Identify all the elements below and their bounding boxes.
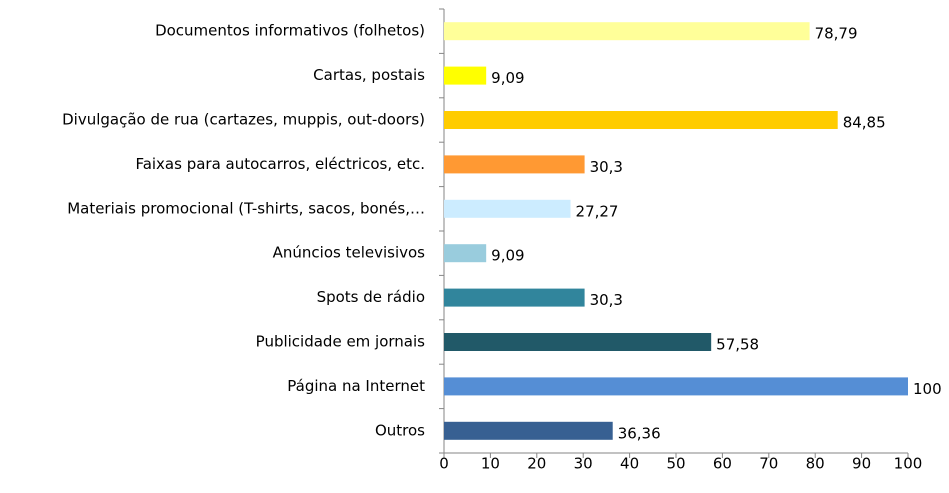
- value-label: 9,09: [491, 69, 524, 87]
- y-tick-label: Publicidade em jornais: [256, 333, 426, 351]
- value-label: 30,3: [590, 158, 623, 176]
- bar: [444, 199, 571, 218]
- value-label: 36,36: [618, 424, 661, 442]
- bar: [444, 333, 712, 351]
- bar: [444, 66, 487, 85]
- x-tick-label: 30: [574, 455, 593, 473]
- bar: [444, 155, 585, 174]
- value-label: 84,85: [843, 114, 886, 132]
- bar: [444, 244, 487, 263]
- value-label: 9,09: [491, 247, 524, 265]
- y-tick-label: Materiais promocional (T-shirts, sacos, …: [67, 199, 425, 217]
- x-tick-label: 20: [527, 455, 546, 473]
- value-label: 30,3: [590, 291, 623, 309]
- bar: [444, 377, 908, 396]
- x-tick-label: 50: [666, 455, 685, 473]
- x-tick-label: 10: [481, 455, 500, 473]
- y-tick-label: Spots de rádio: [317, 288, 425, 306]
- y-tick-label: Anúncios televisivos: [273, 244, 426, 262]
- x-tick-label: 80: [806, 455, 825, 473]
- bar: [444, 288, 585, 307]
- x-tick-label: 100: [894, 455, 923, 473]
- x-tick-label: 0: [439, 455, 449, 473]
- x-tick-label: 70: [759, 455, 778, 473]
- value-label: 57,58: [716, 336, 759, 354]
- bar: [444, 111, 838, 129]
- value-label: 78,79: [815, 25, 858, 43]
- x-tick-label: 40: [620, 455, 639, 473]
- y-tick-label: Faixas para autocarros, eléctricos, etc.: [135, 155, 425, 173]
- value-label: 100: [913, 380, 942, 398]
- bar: [444, 421, 613, 440]
- y-tick-label: Página na Internet: [287, 377, 425, 395]
- x-tick-label: 90: [852, 455, 871, 473]
- y-tick-label: Outros: [375, 421, 425, 439]
- y-tick-label: Documentos informativos (folhetos): [155, 22, 425, 40]
- y-tick-label: Divulgação de rua (cartazes, muppis, out…: [62, 111, 425, 129]
- value-label: 27,27: [576, 202, 619, 220]
- bar: [444, 22, 810, 41]
- y-tick-label: Cartas, postais: [313, 66, 425, 84]
- x-tick-label: 60: [713, 455, 732, 473]
